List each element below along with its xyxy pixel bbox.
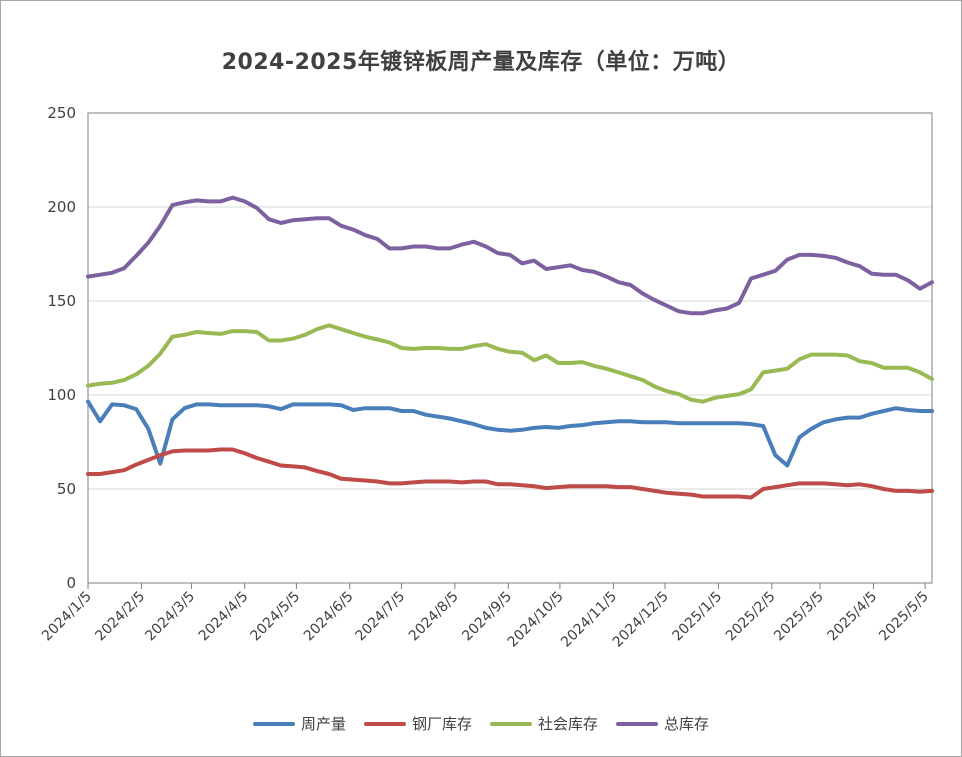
x-tick-label: 2024/1/5	[39, 589, 95, 645]
y-tick-label: 100	[47, 386, 76, 404]
legend-item: 周产量	[252, 713, 346, 734]
gridlines	[88, 112, 932, 584]
series-lines	[86, 195, 934, 500]
chart-title: 2024-2025年镀锌板周产量及库存（单位：万吨）	[221, 50, 741, 75]
x-tick-label: 2024/7/5	[353, 589, 409, 645]
y-axis-ticks: 0 50 100 150 200 250	[47, 104, 76, 592]
x-tick-label: 2024/2/5	[92, 589, 148, 645]
legend-item: 总库存	[616, 713, 709, 734]
x-tick-label: 2024/10/5	[505, 589, 567, 651]
x-tick-label: 2025/3/5	[771, 589, 827, 645]
x-axis-ticks: 2024/1/52024/2/52024/3/52024/4/52024/5/5…	[39, 583, 932, 651]
legend-swatch	[252, 721, 295, 726]
legend-swatch	[363, 721, 406, 726]
series-line-0	[86, 399, 934, 468]
x-tick-label: 2025/4/5	[824, 589, 880, 645]
legend-label: 总库存	[664, 715, 710, 733]
plot-area-border	[87, 112, 933, 584]
x-tick-label: 2024/3/5	[142, 589, 198, 645]
x-tick-label: 2025/1/5	[669, 589, 725, 645]
legend-item: 钢厂库存	[363, 713, 472, 734]
x-tick-label: 2024/4/5	[196, 589, 252, 645]
y-tick-label: 150	[47, 292, 76, 310]
y-tick-label: 50	[57, 480, 76, 498]
x-tick-label: 2024/5/5	[247, 589, 303, 645]
y-tick-label: 250	[47, 104, 76, 122]
legend-label: 周产量	[300, 715, 346, 733]
legend-label: 钢厂库存	[411, 715, 472, 733]
legend-swatch	[616, 721, 659, 726]
x-tick-label: 2024/8/5	[406, 589, 462, 645]
legend-item: 社会库存	[490, 713, 598, 734]
x-tick-label: 2024/12/5	[610, 589, 672, 651]
legend: 周产量 钢厂库存 社会库存 总库存	[0, 713, 962, 734]
legend-swatch	[490, 721, 532, 726]
x-tick-label: 2025/2/5	[723, 589, 779, 645]
series-line-2	[86, 323, 934, 404]
y-tick-label: 0	[66, 574, 76, 592]
series-line-1	[86, 447, 934, 500]
series-line-3	[86, 195, 934, 316]
x-tick-label: 2024/6/5	[301, 589, 357, 645]
legend-label: 社会库存	[538, 715, 599, 733]
x-tick-label: 2025/5/5	[876, 589, 932, 645]
y-tick-label: 200	[47, 198, 76, 216]
